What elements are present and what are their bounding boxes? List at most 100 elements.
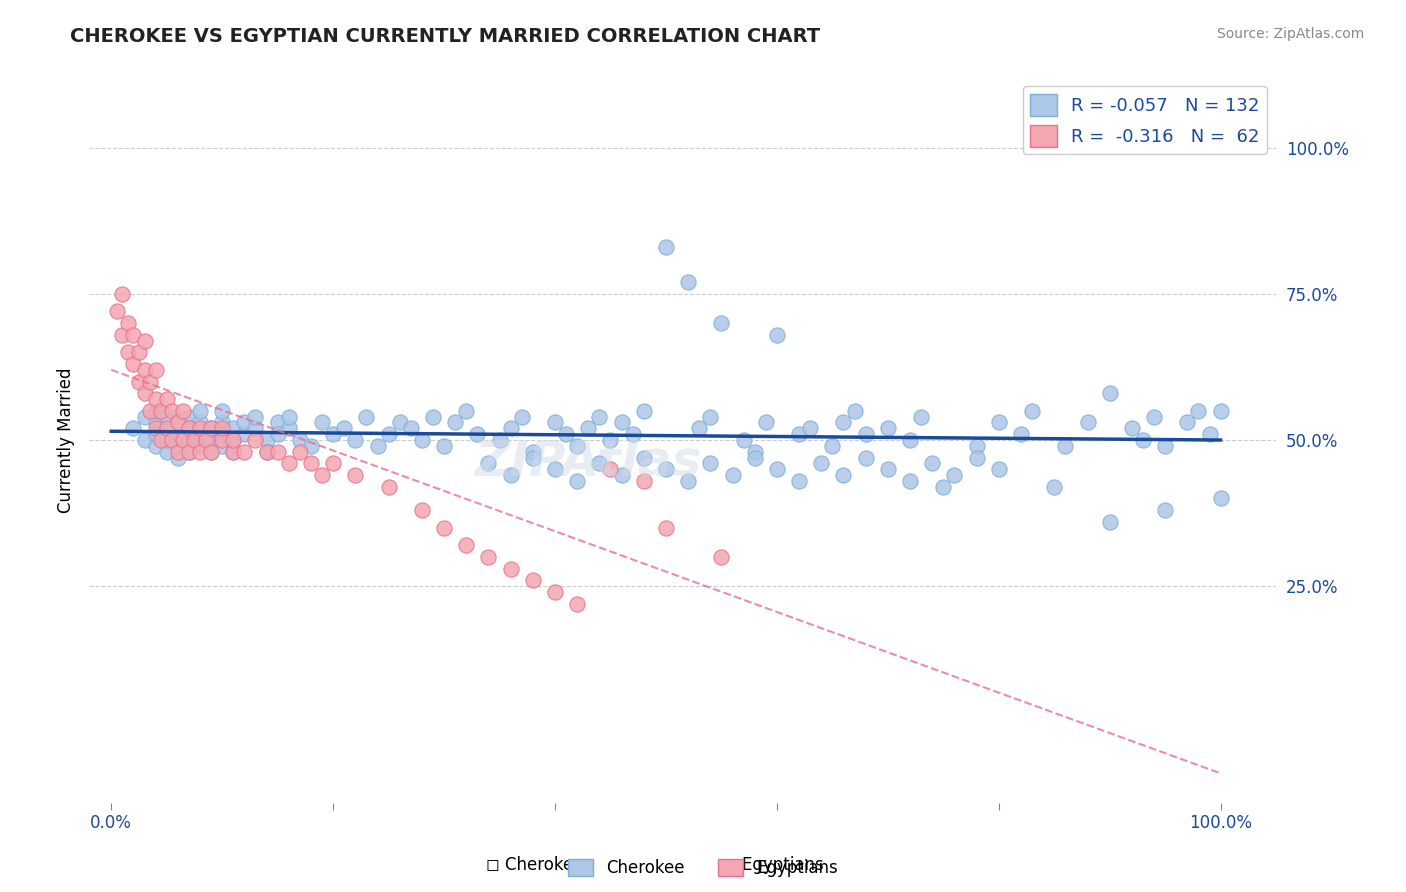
Point <box>477 549 499 564</box>
Point <box>576 421 599 435</box>
Point <box>1209 491 1232 506</box>
Point <box>987 462 1010 476</box>
Point <box>122 327 145 342</box>
Point <box>966 450 988 465</box>
Point <box>567 439 589 453</box>
Point <box>266 416 288 430</box>
Point <box>377 427 399 442</box>
Point <box>699 409 721 424</box>
Y-axis label: Currently Married: Currently Married <box>58 368 75 513</box>
Point <box>145 363 167 377</box>
Point <box>721 468 744 483</box>
Point <box>522 450 544 465</box>
Point <box>177 421 200 435</box>
Point <box>522 444 544 458</box>
Point <box>166 416 188 430</box>
Point <box>150 404 173 418</box>
Point <box>456 538 478 552</box>
Point <box>245 409 267 424</box>
Point <box>233 444 256 458</box>
Point <box>688 421 710 435</box>
Point <box>344 468 367 483</box>
Point <box>766 462 789 476</box>
Point <box>145 416 167 430</box>
Point <box>156 433 179 447</box>
Point <box>676 474 699 488</box>
Point <box>1154 503 1177 517</box>
Point <box>200 421 222 435</box>
Point <box>510 409 533 424</box>
Text: ◻ Egyptians: ◻ Egyptians <box>723 856 824 874</box>
Point <box>256 444 278 458</box>
Point <box>499 562 522 576</box>
Point <box>122 357 145 371</box>
Point <box>832 468 855 483</box>
Point <box>150 433 173 447</box>
Point <box>166 450 188 465</box>
Point <box>177 444 200 458</box>
Point <box>676 275 699 289</box>
Point <box>166 444 188 458</box>
Point <box>1154 439 1177 453</box>
Point <box>832 416 855 430</box>
Point <box>134 334 156 348</box>
Point <box>710 316 733 330</box>
Point <box>399 421 422 435</box>
Point <box>943 468 966 483</box>
Point <box>128 345 150 359</box>
Point <box>266 427 288 442</box>
Point <box>433 439 456 453</box>
Point <box>211 433 233 447</box>
Point <box>1209 404 1232 418</box>
Point <box>655 240 678 254</box>
Point <box>467 427 489 442</box>
Point <box>1098 386 1121 401</box>
Point <box>245 433 267 447</box>
Point <box>188 404 211 418</box>
Point <box>444 416 467 430</box>
Point <box>567 597 589 611</box>
Point <box>222 444 245 458</box>
Point <box>211 439 233 453</box>
Text: ZIPAtlas: ZIPAtlas <box>474 438 702 486</box>
Point <box>172 433 194 447</box>
Point <box>898 433 921 447</box>
Point <box>567 474 589 488</box>
Point <box>755 416 778 430</box>
Point <box>299 457 322 471</box>
Point <box>177 433 200 447</box>
Point <box>145 421 167 435</box>
Point <box>1132 433 1154 447</box>
Point <box>544 462 567 476</box>
Point <box>787 427 810 442</box>
Point <box>433 521 456 535</box>
Point <box>422 409 444 424</box>
Point <box>599 462 621 476</box>
Point <box>1098 515 1121 529</box>
Point <box>277 409 299 424</box>
Point <box>211 416 233 430</box>
Point <box>166 439 188 453</box>
Point <box>117 316 139 330</box>
Point <box>162 433 184 447</box>
Point <box>477 457 499 471</box>
Point <box>145 404 167 418</box>
Point <box>139 404 162 418</box>
Point <box>932 480 955 494</box>
Point <box>111 286 134 301</box>
Point <box>211 421 233 435</box>
Point <box>588 409 610 424</box>
Point <box>222 444 245 458</box>
Point <box>544 585 567 599</box>
Point <box>655 462 678 476</box>
Point <box>411 503 433 517</box>
Point <box>987 416 1010 430</box>
Point <box>156 444 179 458</box>
Point <box>855 427 877 442</box>
Point <box>166 416 188 430</box>
Point <box>876 421 898 435</box>
Point <box>177 421 200 435</box>
Point <box>1010 427 1032 442</box>
Point <box>844 404 866 418</box>
Point <box>921 457 943 471</box>
